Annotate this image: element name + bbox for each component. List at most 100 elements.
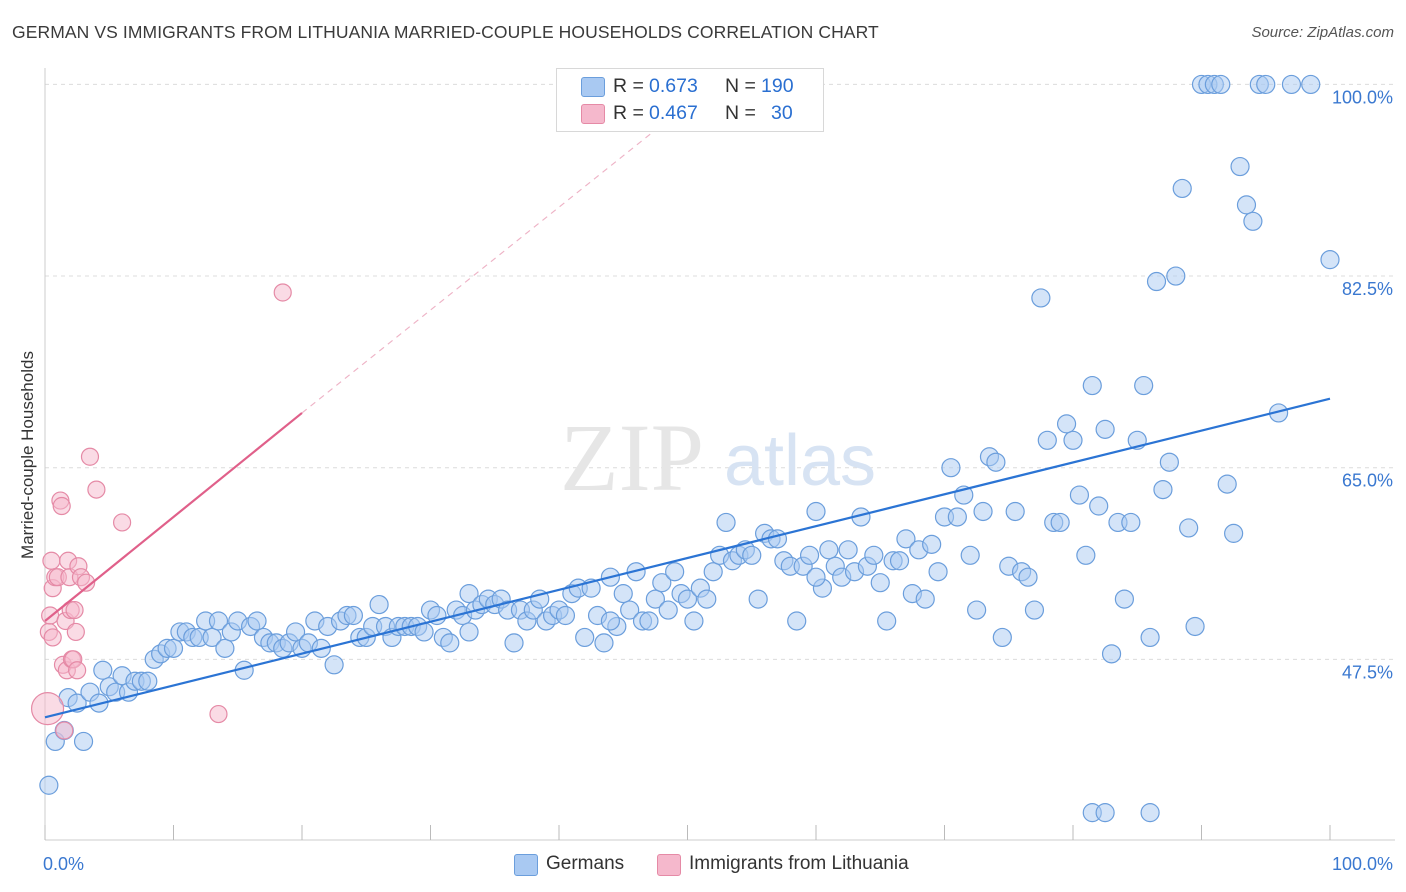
german-point [864,545,884,565]
german-point [1185,616,1205,637]
german-point [806,567,826,587]
source-label: Source: ZipAtlas.com [1251,24,1394,41]
german-point [1018,567,1038,587]
german-point [163,638,184,658]
y-tick-label: 47.5% [1342,662,1393,682]
lithuania-point [65,600,84,620]
tick-labels: 47.5% 65.0% 82.5% 100.0% 0.0% 100.0% [43,87,1393,874]
german-point [1082,375,1102,396]
german-point [973,501,993,522]
lithuania-point [30,691,65,726]
german-point [1063,430,1083,450]
german-point [787,611,807,631]
german-point [324,655,344,675]
german-point [215,638,235,658]
german-point [555,605,576,626]
german-point [1134,375,1154,396]
legend-r-value: 0.673 [649,75,698,97]
german-point [684,611,704,631]
german-point [819,540,839,560]
legend-n-label: N = [725,75,756,97]
german-point [928,562,948,582]
german-point [1172,178,1192,199]
german-point [1301,74,1321,95]
german-point [896,529,916,549]
german-point [665,562,685,582]
german-point [799,545,820,565]
german-point [1037,430,1057,450]
german-point [716,512,736,533]
german-point [594,633,614,653]
legend-r-label: R = [613,102,644,124]
german-point [767,529,788,549]
german-point [1005,501,1025,522]
legend-swatch-pink [581,104,605,124]
german-point [652,573,672,593]
german-point [1024,600,1045,620]
legend-swatch-blue [581,77,605,97]
lithuania-point [66,622,85,642]
german-point [889,551,910,571]
lithuania-point [55,721,74,740]
german-point [967,600,987,620]
german-point [39,775,59,795]
watermark-zip: ZIP [560,404,704,511]
lithuania-point [87,480,106,499]
german-point [1140,803,1160,823]
lithuania-point [52,496,71,516]
y-tick-label: 100.0% [1332,87,1393,107]
legend-r-label: R = [613,75,644,97]
axes [44,68,1395,841]
lithuania-trend-line [44,412,303,622]
german-point [343,605,363,626]
legend-row-germans: R = 0.673 N = 190 [557,75,823,99]
german-point [138,671,158,691]
german-point [1140,627,1160,648]
legend-n-value: 30 [771,102,793,124]
german-point [1217,474,1237,494]
german-point [208,611,229,631]
german-point [697,589,717,609]
german-point [285,622,306,642]
german-point [870,573,890,593]
german-point [1089,496,1109,516]
german-point [1243,211,1263,231]
german-point [1050,512,1070,533]
german-point [947,507,967,527]
german-point [1095,803,1115,823]
legend-r-value: 0.467 [649,102,698,124]
y-tick-label: 82.5% [1342,279,1393,299]
german-point [1153,479,1173,500]
german-point [1281,74,1302,95]
german-point [1121,512,1141,533]
german-point [960,545,980,565]
german-point [1224,523,1244,543]
german-point [1031,288,1051,308]
bottom-legend-lithuania: Immigrants from Lithuania [657,852,937,878]
german-point [202,627,222,648]
german-point [1095,419,1115,439]
bottom-legend-germans: Germans [514,852,654,878]
german-point [639,611,659,631]
lithuania-point [43,628,62,647]
german-point [742,545,762,565]
watermark-atlas: atlas [724,421,876,501]
lithuania-point [80,447,100,466]
watermark: ZIP atlas [560,404,876,511]
legend-row-lithuania: R = 0.467 N = 30 [557,102,823,126]
german-point [1211,74,1231,95]
german-point [73,731,94,752]
german-point [613,584,633,604]
german-point [838,540,858,560]
lithuania-point [273,283,292,302]
german-point [941,458,961,478]
german-point [369,594,389,615]
german-point [1114,589,1135,609]
germans-trend-line [44,397,1331,719]
german-point [1101,644,1122,664]
german-point [677,589,698,609]
german-point [1146,271,1167,292]
lithuania-point [68,661,87,680]
german-point [504,633,524,653]
german-point [992,627,1012,648]
